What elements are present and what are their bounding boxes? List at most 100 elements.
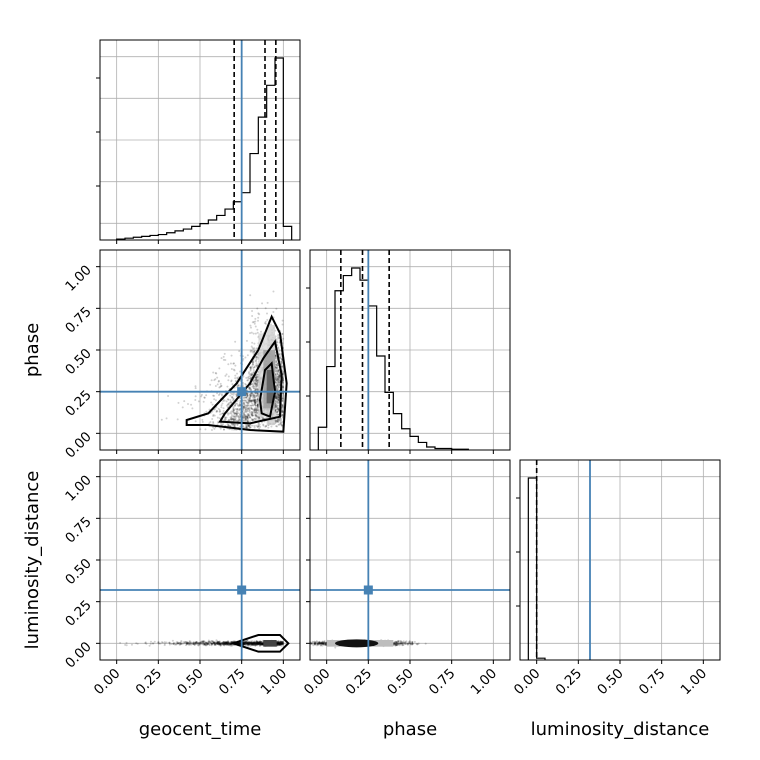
sample-point [167, 395, 170, 398]
sample-point [255, 424, 258, 427]
sample-point [254, 402, 257, 405]
sample-point [275, 378, 278, 381]
sample-point [230, 417, 233, 420]
sample-point [248, 397, 251, 400]
sample-point [256, 408, 259, 411]
sample-point [252, 379, 255, 382]
sample-point [234, 407, 237, 410]
sample-point [249, 387, 252, 390]
sample-point [281, 410, 284, 413]
sample-point [248, 416, 251, 419]
sample-point [249, 326, 252, 329]
sample-point [220, 406, 223, 409]
sample-point [256, 425, 259, 428]
sample-point [165, 641, 168, 644]
sample-point [255, 378, 258, 381]
sample-point [217, 380, 220, 383]
sample-point [253, 395, 256, 398]
sample-point [168, 642, 171, 645]
sample-point [252, 404, 255, 407]
sample-point [236, 376, 239, 379]
sample-point [171, 639, 174, 642]
sample-point [248, 414, 251, 417]
sample-point [239, 415, 242, 418]
sample-point [281, 410, 284, 413]
sample-point [248, 424, 251, 427]
sample-point [276, 372, 279, 375]
sample-point [275, 366, 278, 369]
sample-point [252, 361, 255, 364]
sample-point [229, 401, 232, 404]
y-tick-label: 0.00 [62, 429, 95, 462]
sample-point [235, 412, 238, 415]
sample-point [165, 417, 168, 420]
sample-point [252, 418, 255, 421]
sample-point [244, 356, 247, 359]
sample-point [230, 423, 233, 426]
sample-point [242, 409, 245, 412]
sample-point [177, 642, 180, 645]
panel-luminosity-distance-vs-geocent-time: 0.00 0.25 0.50 0.75 1.000.000.250.500.751.00 [62, 459, 301, 698]
sample-point [278, 376, 281, 379]
sample-point [276, 411, 279, 414]
sample-point [245, 404, 248, 407]
sample-point [251, 385, 254, 388]
sample-point [254, 387, 257, 390]
sample-point [247, 372, 250, 375]
sample-point [274, 366, 277, 369]
sample-point [247, 399, 250, 402]
sample-point [253, 409, 256, 412]
sample-point [256, 400, 259, 403]
sample-point [245, 393, 248, 396]
sample-point [221, 402, 224, 405]
sample-point [249, 366, 252, 369]
sample-point [278, 371, 281, 374]
sample-point [232, 397, 235, 400]
sample-point [281, 396, 284, 399]
sample-point [218, 392, 221, 395]
sample-point [257, 416, 260, 419]
sample-point [281, 410, 284, 413]
sample-point [282, 379, 285, 382]
sample-point [251, 395, 254, 398]
sample-point [246, 415, 249, 418]
sample-point [236, 384, 239, 387]
sample-point [246, 394, 249, 397]
sample-point [229, 400, 232, 403]
sample-point [249, 372, 252, 375]
sample-point [281, 397, 284, 400]
sample-point [277, 407, 280, 410]
sample-point [252, 367, 255, 370]
sample-point [278, 417, 281, 420]
sample-point [277, 381, 280, 384]
sample-point [253, 411, 256, 414]
sample-point [256, 373, 259, 376]
sample-point [254, 332, 257, 335]
sample-point [275, 397, 278, 400]
sample-point [204, 428, 207, 431]
sample-point [276, 384, 279, 387]
sample-point [251, 408, 254, 411]
sample-point [253, 394, 256, 397]
sample-point [247, 424, 250, 427]
sample-point [255, 378, 258, 381]
sample-point [253, 396, 256, 399]
sample-point [228, 412, 231, 415]
sample-point [254, 320, 257, 323]
sample-point [282, 394, 285, 397]
sample-point [256, 416, 259, 419]
sample-point [229, 411, 232, 414]
sample-point [235, 413, 238, 416]
sample-point [276, 408, 279, 411]
sample-point [249, 294, 252, 297]
sample-point [222, 409, 225, 412]
sample-point [210, 379, 213, 382]
sample-point [218, 386, 221, 389]
sample-point [255, 376, 258, 379]
sample-point [206, 643, 209, 646]
sample-point [275, 419, 278, 422]
sample-point [231, 396, 234, 399]
sample-point [247, 413, 250, 416]
sample-point [237, 419, 240, 422]
sample-point [253, 398, 256, 401]
